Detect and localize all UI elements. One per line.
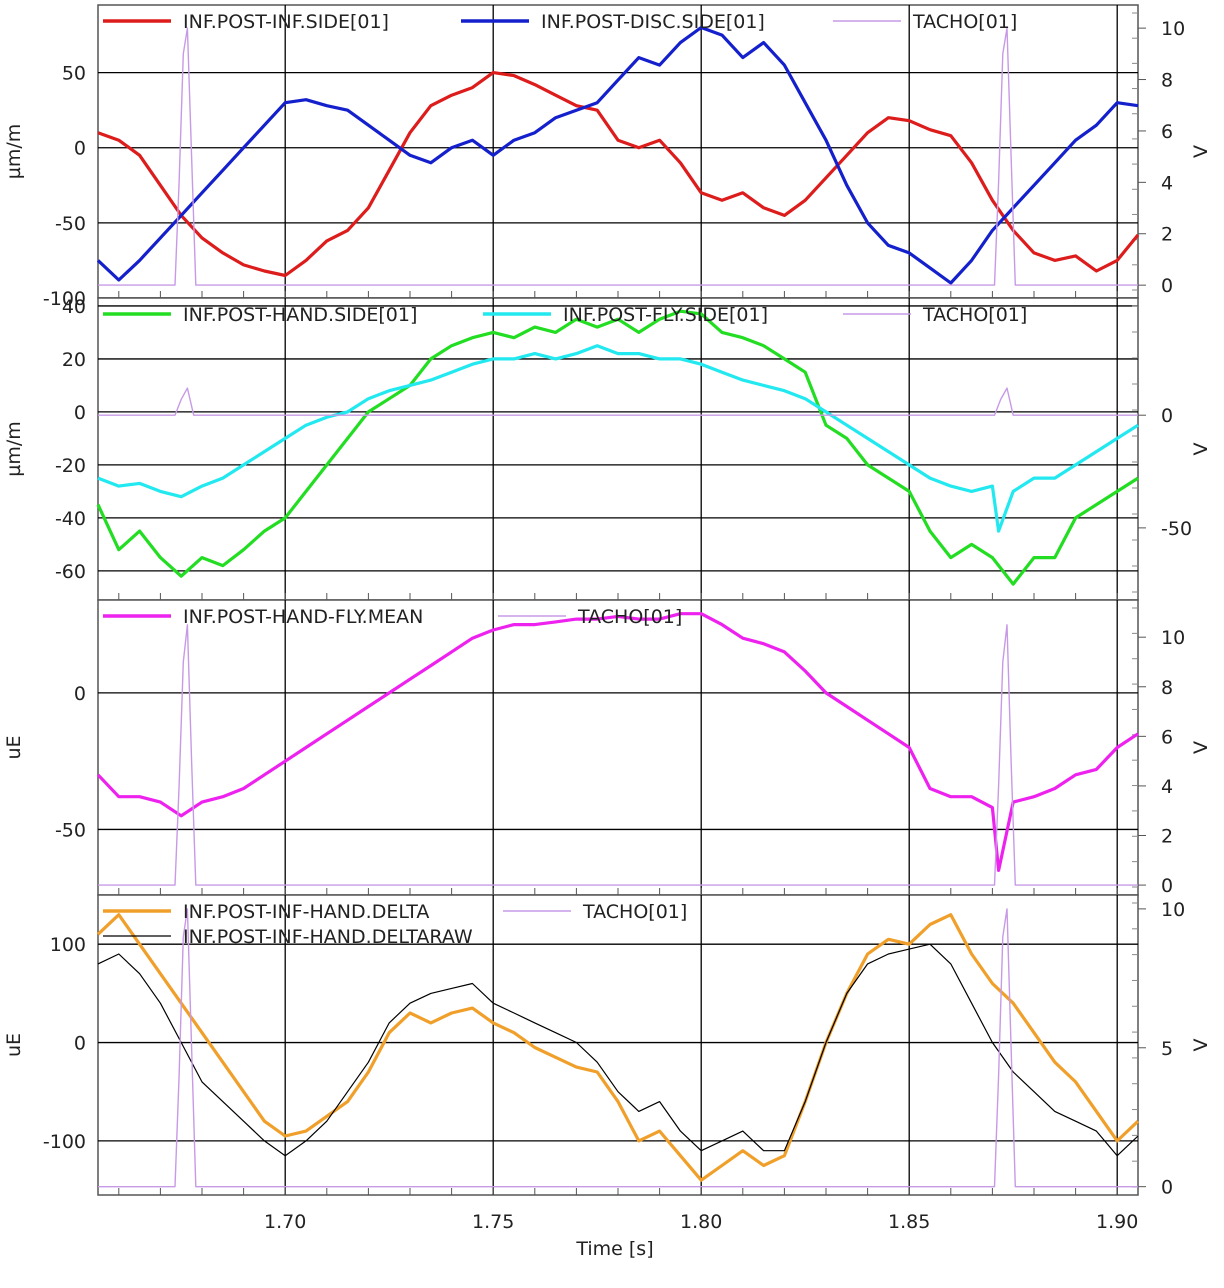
y2-tick-label: 0 xyxy=(1161,405,1173,427)
plot-frame xyxy=(97,297,1139,601)
y2-tick-label: 6 xyxy=(1161,726,1173,748)
panel-1: -100 -50 0 50 0 2 4 6 8 10 µm/m V INF.POST-INF.SIDE[… xyxy=(3,4,1212,310)
y2-tick-label: 2 xyxy=(1161,826,1173,848)
legend-label: TACHO[01] xyxy=(577,606,682,628)
series-line xyxy=(96,309,1139,586)
series-line xyxy=(98,27,1138,286)
plot-frame xyxy=(97,4,1139,299)
y-tick-label: 20 xyxy=(62,349,86,371)
x-axis-title: Time [s] xyxy=(575,1238,653,1260)
series-line xyxy=(96,612,1139,873)
y2-tick-label: 10 xyxy=(1161,18,1185,40)
legend-label: INF.POST-HAND-FLY.MEAN xyxy=(183,606,423,628)
y-tick-label: -50 xyxy=(55,213,86,235)
y2-axis-title: V xyxy=(1190,443,1212,456)
y2-tick-label: 8 xyxy=(1161,70,1173,92)
series-line xyxy=(96,25,1139,285)
y2-tick-label: 4 xyxy=(1161,776,1173,798)
y-tick-label: 0 xyxy=(74,402,86,424)
y2-tick-label: -50 xyxy=(1161,518,1192,540)
y2-tick-label: 10 xyxy=(1161,627,1185,649)
series-line xyxy=(97,70,1140,278)
panel-4: -100 0 100 0 5 10 uE V INF.POST-INF-HAND.DELTA TA… xyxy=(3,894,1212,1199)
y-axis-title: µm/m xyxy=(3,124,25,180)
panel-3: -50 0 0 2 4 6 8 10 uE V INF.POST-HAND-FLY.MEAN TACH… xyxy=(3,599,1212,897)
series-line xyxy=(97,943,1139,1157)
y2-tick-label: 5 xyxy=(1161,1038,1173,1060)
x-tick-label: 1.80 xyxy=(680,1211,722,1233)
series-line xyxy=(97,344,1139,533)
y-tick-label: 100 xyxy=(50,934,86,956)
legend-label: TACHO[01] xyxy=(582,901,687,923)
y-tick-label: 0 xyxy=(74,1033,86,1055)
y2-tick-label: 8 xyxy=(1161,677,1173,699)
y2-tick-label: 0 xyxy=(1161,875,1173,897)
y-tick-label: -40 xyxy=(55,508,86,530)
x-tick-label: 1.90 xyxy=(1096,1211,1138,1233)
y-tick-label: -60 xyxy=(55,561,86,583)
plot-frame xyxy=(97,894,1139,1196)
y-tick-label: -100 xyxy=(43,288,86,310)
legend-label: INF.POST-INF-HAND.DELTARAW xyxy=(183,926,473,948)
series-line xyxy=(98,624,1138,886)
y-tick-label: -20 xyxy=(55,455,86,477)
series-line xyxy=(98,908,1138,1188)
legend-label: INF.POST-INF-HAND.DELTA xyxy=(183,901,429,923)
y2-tick-label: 4 xyxy=(1161,172,1173,194)
x-tick-label: 1.70 xyxy=(264,1211,306,1233)
legend-label: INF.POST-DISC.SIDE[01] xyxy=(541,11,765,33)
legend-label: TACHO[01] xyxy=(912,11,1017,33)
series-line xyxy=(98,387,1138,416)
y-axis-title: uE xyxy=(3,735,25,759)
y-tick-label: 50 xyxy=(62,63,86,85)
plot-frame xyxy=(97,599,1139,896)
y2-tick-label: 2 xyxy=(1161,224,1173,246)
x-tick-label: 1.85 xyxy=(888,1211,930,1233)
y-axis-title: µm/m xyxy=(3,421,25,477)
legend-label: TACHO[01] xyxy=(922,304,1027,326)
y2-axis-title: V xyxy=(1190,741,1212,754)
x-tick-label: 1.75 xyxy=(472,1211,514,1233)
y-tick-label: 40 xyxy=(62,296,86,318)
legend-label: INF.POST-FLY.SIDE[01] xyxy=(563,304,768,326)
y-tick-label: -100 xyxy=(43,1131,86,1153)
y-tick-label: 0 xyxy=(74,138,86,160)
legend-label: INF.POST-HAND.SIDE[01] xyxy=(183,304,417,326)
series-line xyxy=(96,913,1140,1182)
legend-label: INF.POST-INF.SIDE[01] xyxy=(183,11,389,33)
y2-tick-label: 6 xyxy=(1161,121,1173,143)
y2-tick-label: 10 xyxy=(1161,899,1185,921)
y2-tick-label: 0 xyxy=(1161,275,1173,297)
y-tick-label: 0 xyxy=(74,683,86,705)
y-tick-label: -50 xyxy=(55,819,86,841)
y2-axis-title: V xyxy=(1190,1039,1212,1052)
y2-axis-title: V xyxy=(1190,145,1212,158)
y2-tick-label: 0 xyxy=(1161,1177,1173,1199)
y-axis-title: uE xyxy=(3,1033,25,1057)
panel-2: -60 -40 -20 0 20 40 -50 0 µm/m V INF.POST-HAND.SID… xyxy=(3,296,1212,601)
